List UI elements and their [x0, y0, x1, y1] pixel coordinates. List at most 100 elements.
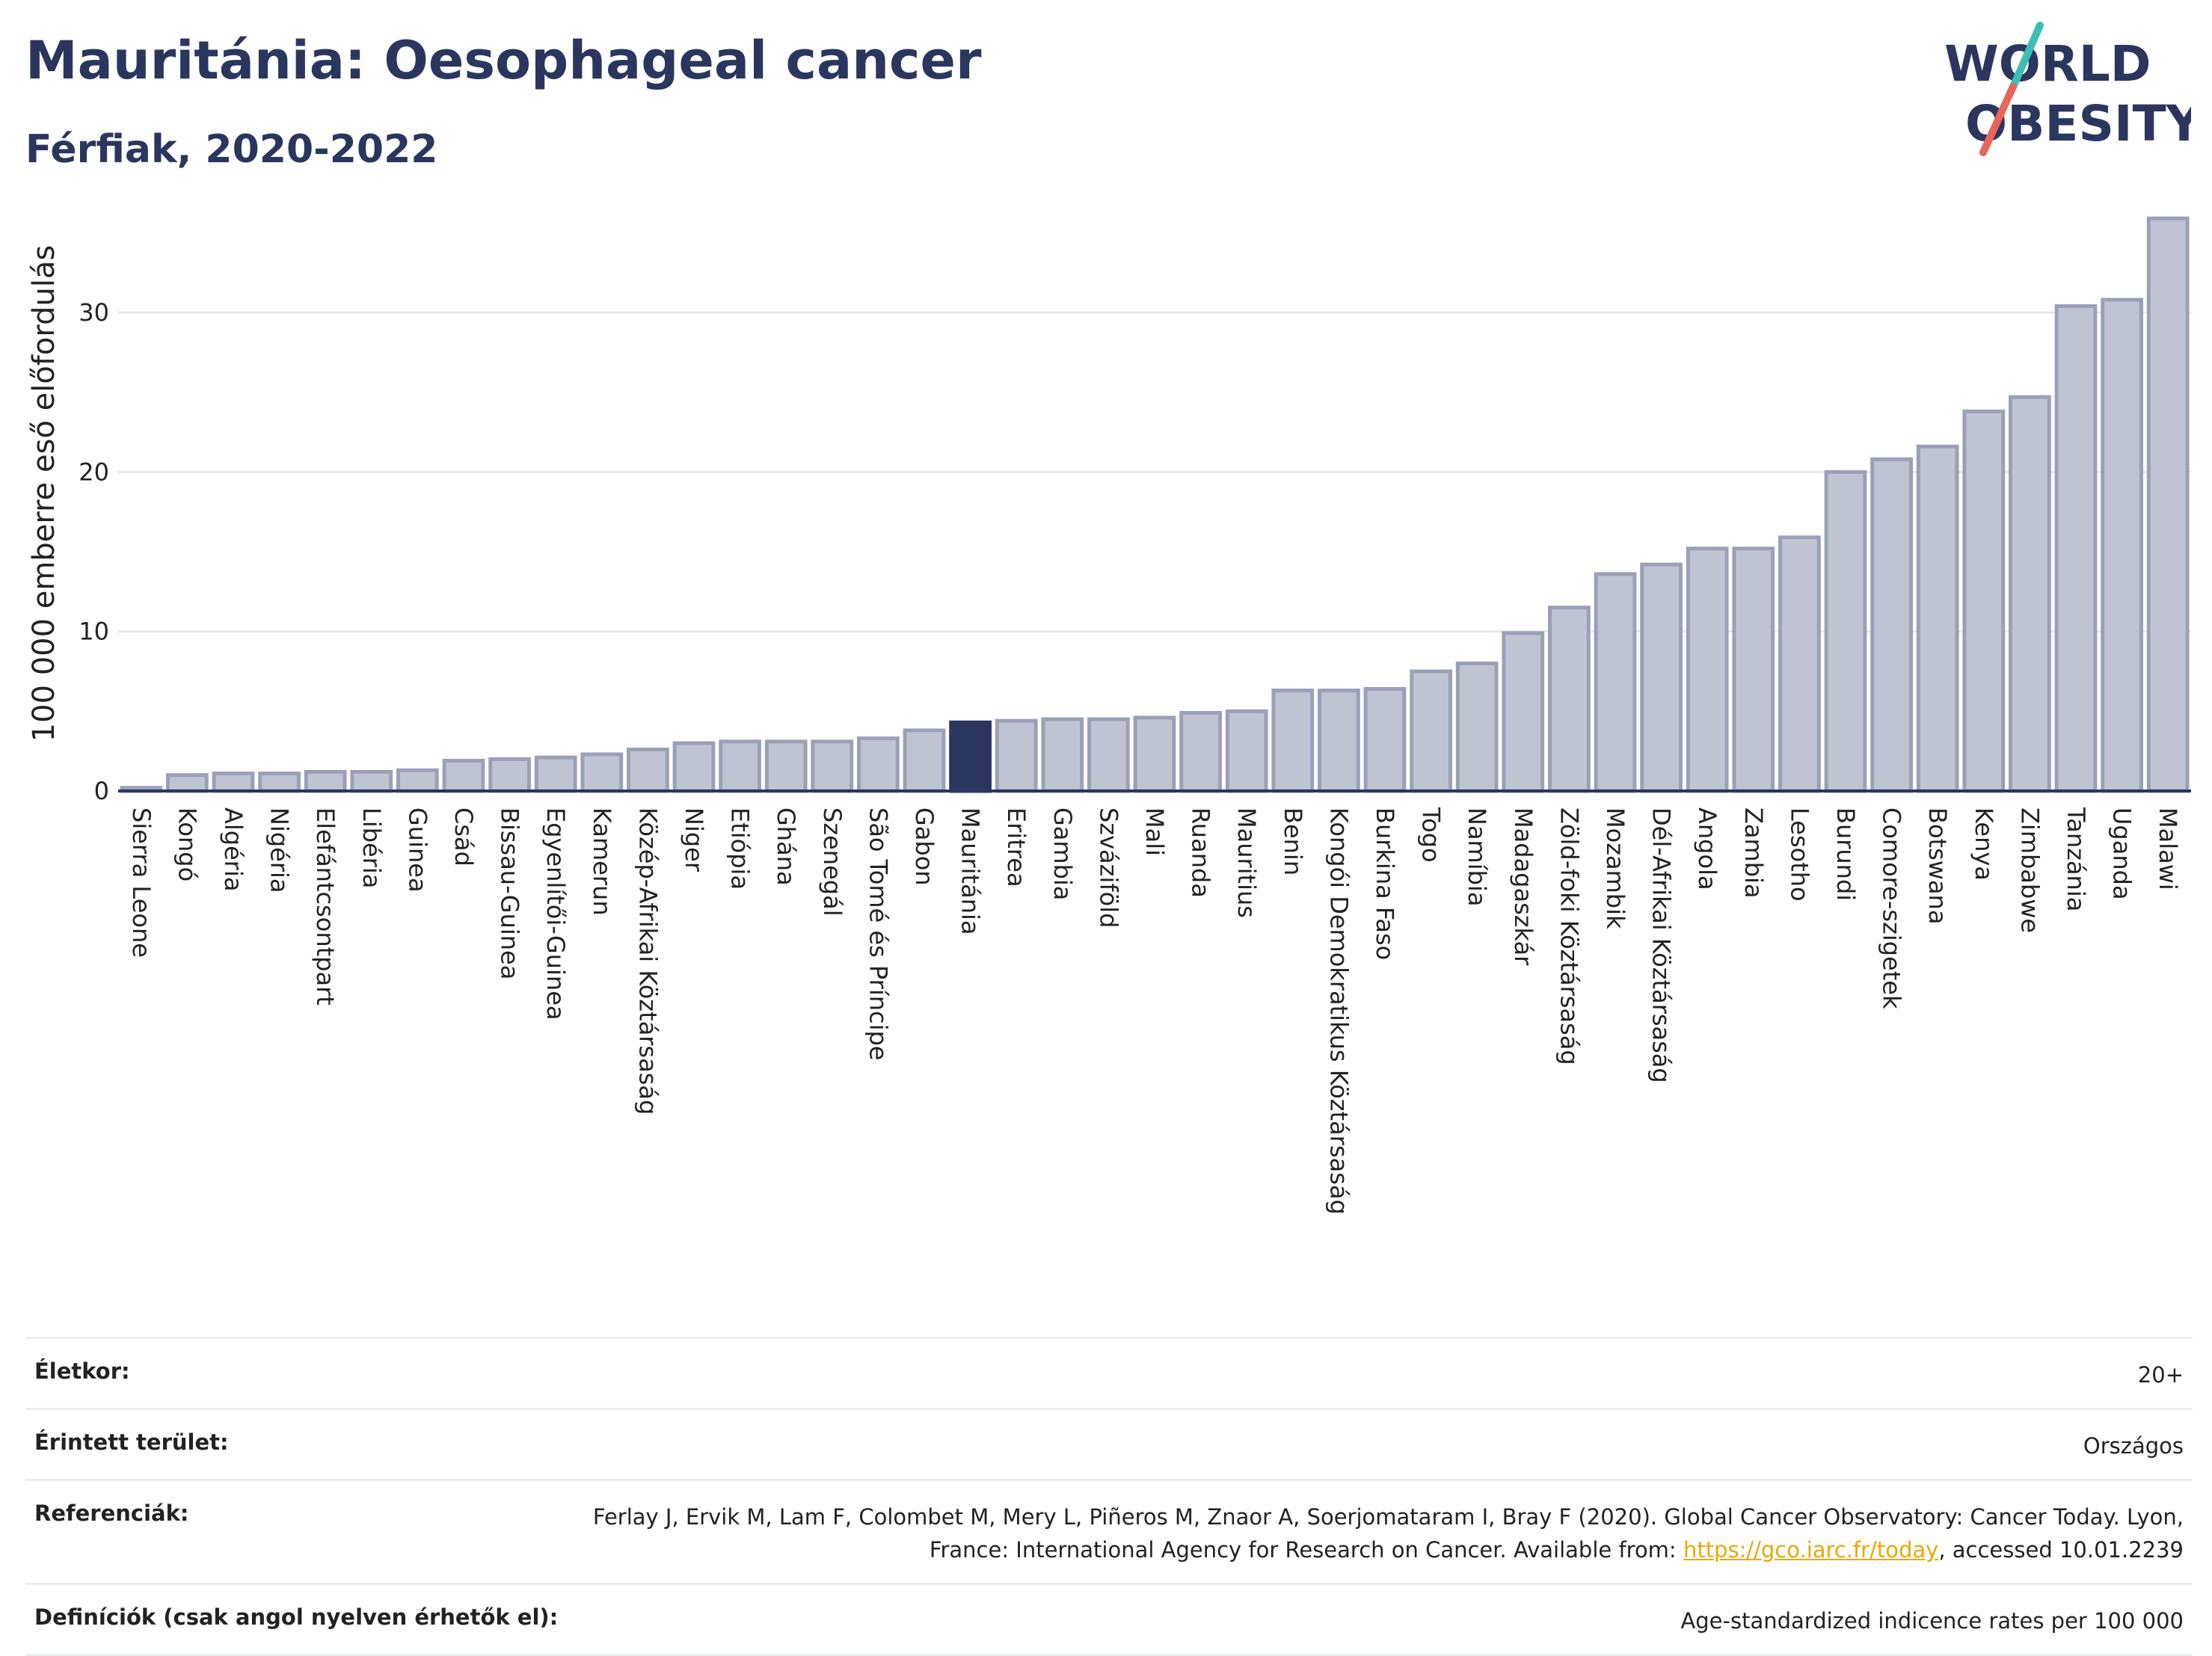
logo-slash-teal-icon [2009, 22, 2044, 90]
chart-title: Mauritánia: Oesophageal cancer [25, 30, 982, 91]
x-tick-label: Egyenlítői-Guinea [541, 807, 570, 1021]
bar [857, 736, 900, 793]
x-tick-label: Tanzánia [2062, 807, 2090, 911]
footer-value: Age-standardized indicence rates per 100… [1680, 1608, 2184, 1634]
x-tick-label: Angola [1693, 807, 1721, 890]
x-tick-label: Guinea [403, 807, 431, 893]
bar [811, 739, 854, 793]
x-tick-label: Eritrea [1002, 807, 1030, 887]
bar [212, 772, 255, 793]
bar [1916, 444, 1959, 793]
bar-highlighted [949, 720, 992, 793]
bar [1179, 710, 1222, 793]
footer-row-area: Érintett terület: Országos [25, 1408, 2193, 1479]
bar [1824, 470, 1867, 793]
bar [1271, 689, 1315, 793]
bar [1778, 535, 1821, 793]
bar [764, 739, 808, 793]
x-tick-label: Uganda [2108, 807, 2136, 900]
bar [2009, 395, 2051, 793]
bar [534, 755, 577, 793]
y-tick-label: 10 [79, 618, 109, 646]
footer-value: 20+ [2137, 1362, 2184, 1388]
footer-row-age: Életkor: 20+ [25, 1337, 2193, 1408]
bar [1041, 717, 1084, 793]
x-tick-label: São Tomé és Príncipe [864, 807, 892, 1060]
x-tick-label: Lesotho [1785, 807, 1813, 902]
bar [2054, 304, 2098, 793]
bar [1594, 572, 1637, 793]
x-tick-label: Ruanda [1187, 807, 1215, 898]
x-tick-label: Közép-Afrikai Köztársaság [633, 807, 662, 1115]
bar [350, 769, 393, 793]
x-tick-label: Algéria [219, 807, 248, 891]
bar [1363, 686, 1407, 793]
bar [1640, 562, 1683, 793]
y-tick-label: 0 [94, 777, 109, 805]
bar [258, 772, 301, 793]
x-tick-label: Kamerun [588, 807, 616, 916]
y-tick-label: 30 [79, 298, 109, 327]
x-tick-label: Bissau-Guinea [496, 807, 524, 979]
reference-link[interactable]: https://gco.iarc.fr/today [1683, 1537, 1939, 1563]
bar [1225, 709, 1268, 793]
x-tick-label: Nigéria [265, 807, 294, 893]
footer-table: Életkor: 20+ Érintett terület: Országos … [25, 1337, 2193, 1656]
bar [903, 728, 946, 793]
x-tick-label: Malawi [2154, 807, 2182, 890]
bar [1686, 547, 1729, 793]
bar [304, 769, 347, 793]
x-tick-label: Csád [449, 807, 478, 867]
bar [2101, 298, 2143, 793]
category-labels: Sierra Leone Kongó Algéria Nigéria Elefántcs… [127, 807, 2182, 1215]
footer-value: Országos [2083, 1433, 2184, 1459]
bar [995, 718, 1038, 793]
x-tick-label: Mali [1140, 807, 1169, 856]
bar [488, 757, 531, 793]
world-obesity-logo: WORLD OBESITY [1944, 22, 2191, 156]
bar [1962, 409, 2006, 793]
x-tick-label: Niger [680, 807, 708, 872]
x-tick-label: Kongó [173, 807, 201, 881]
footer-key: Referenciák: [34, 1500, 189, 1526]
x-tick-label: Szváziföld [1094, 807, 1122, 928]
x-tick-label: Burkina Faso [1371, 807, 1399, 960]
bar [1410, 669, 1452, 793]
y-axis-label: 100 000 emberre eső előfordulás [27, 245, 61, 742]
reference-accessed: , accessed 10.01.2239 [1938, 1537, 2184, 1563]
bar [719, 739, 761, 793]
y-tick-label: 20 [79, 458, 109, 486]
x-tick-label: Benin [1279, 807, 1307, 875]
bar [442, 758, 485, 793]
x-tick-label: Elefántcsontpart [311, 807, 340, 1006]
x-tick-label: Mauritánia [956, 807, 985, 935]
bar [1087, 717, 1130, 793]
x-tick-label: Ghána [772, 807, 800, 886]
reference-text: Ferlay J, Ervik M, Lam F, Colombet M, Me… [592, 1504, 2184, 1563]
x-tick-label: Botswana [1923, 807, 1952, 924]
x-tick-label: Kongói Demokratikus Köztársaság [1324, 807, 1353, 1215]
x-tick-label: Mozambik [1601, 807, 1629, 929]
logo-slash-red-icon [1979, 83, 2017, 156]
x-tick-label: Kenya [1970, 807, 1998, 881]
x-tick-label: Dél-Afrikai Köztársaság [1647, 807, 1676, 1083]
bar-chart: 0 10 20 30 Sierra Leone Kongó Algéria Nigéria E… [27, 216, 2191, 1215]
footer-row-definitions: Definíciók (csak angol nyelven érhetők e… [25, 1583, 2193, 1656]
footer-key: Definíciók (csak angol nyelven érhetők e… [34, 1604, 559, 1630]
x-tick-label: Etiópia [726, 807, 755, 890]
bar [1870, 457, 1913, 793]
logo-text-world: WORLD [1944, 35, 2151, 93]
x-tick-label: Namíbia [1463, 807, 1491, 906]
bar [580, 752, 624, 793]
bar [1502, 631, 1545, 793]
x-tick-label: Zöld-foki Köztársaság [1555, 807, 1583, 1065]
footer-key: Érintett terület: [34, 1429, 229, 1455]
bar [1455, 661, 1499, 793]
bar [2146, 216, 2190, 793]
x-tick-label: Burundi [1831, 807, 1860, 901]
bar [627, 748, 669, 793]
x-tick-label: Libéria [357, 807, 386, 888]
footer-row-references: Referenciák: Ferlay J, Ervik M, Lam F, C… [25, 1479, 2193, 1583]
bar [1732, 547, 1775, 793]
x-tick-label: Szenegál [818, 807, 847, 917]
